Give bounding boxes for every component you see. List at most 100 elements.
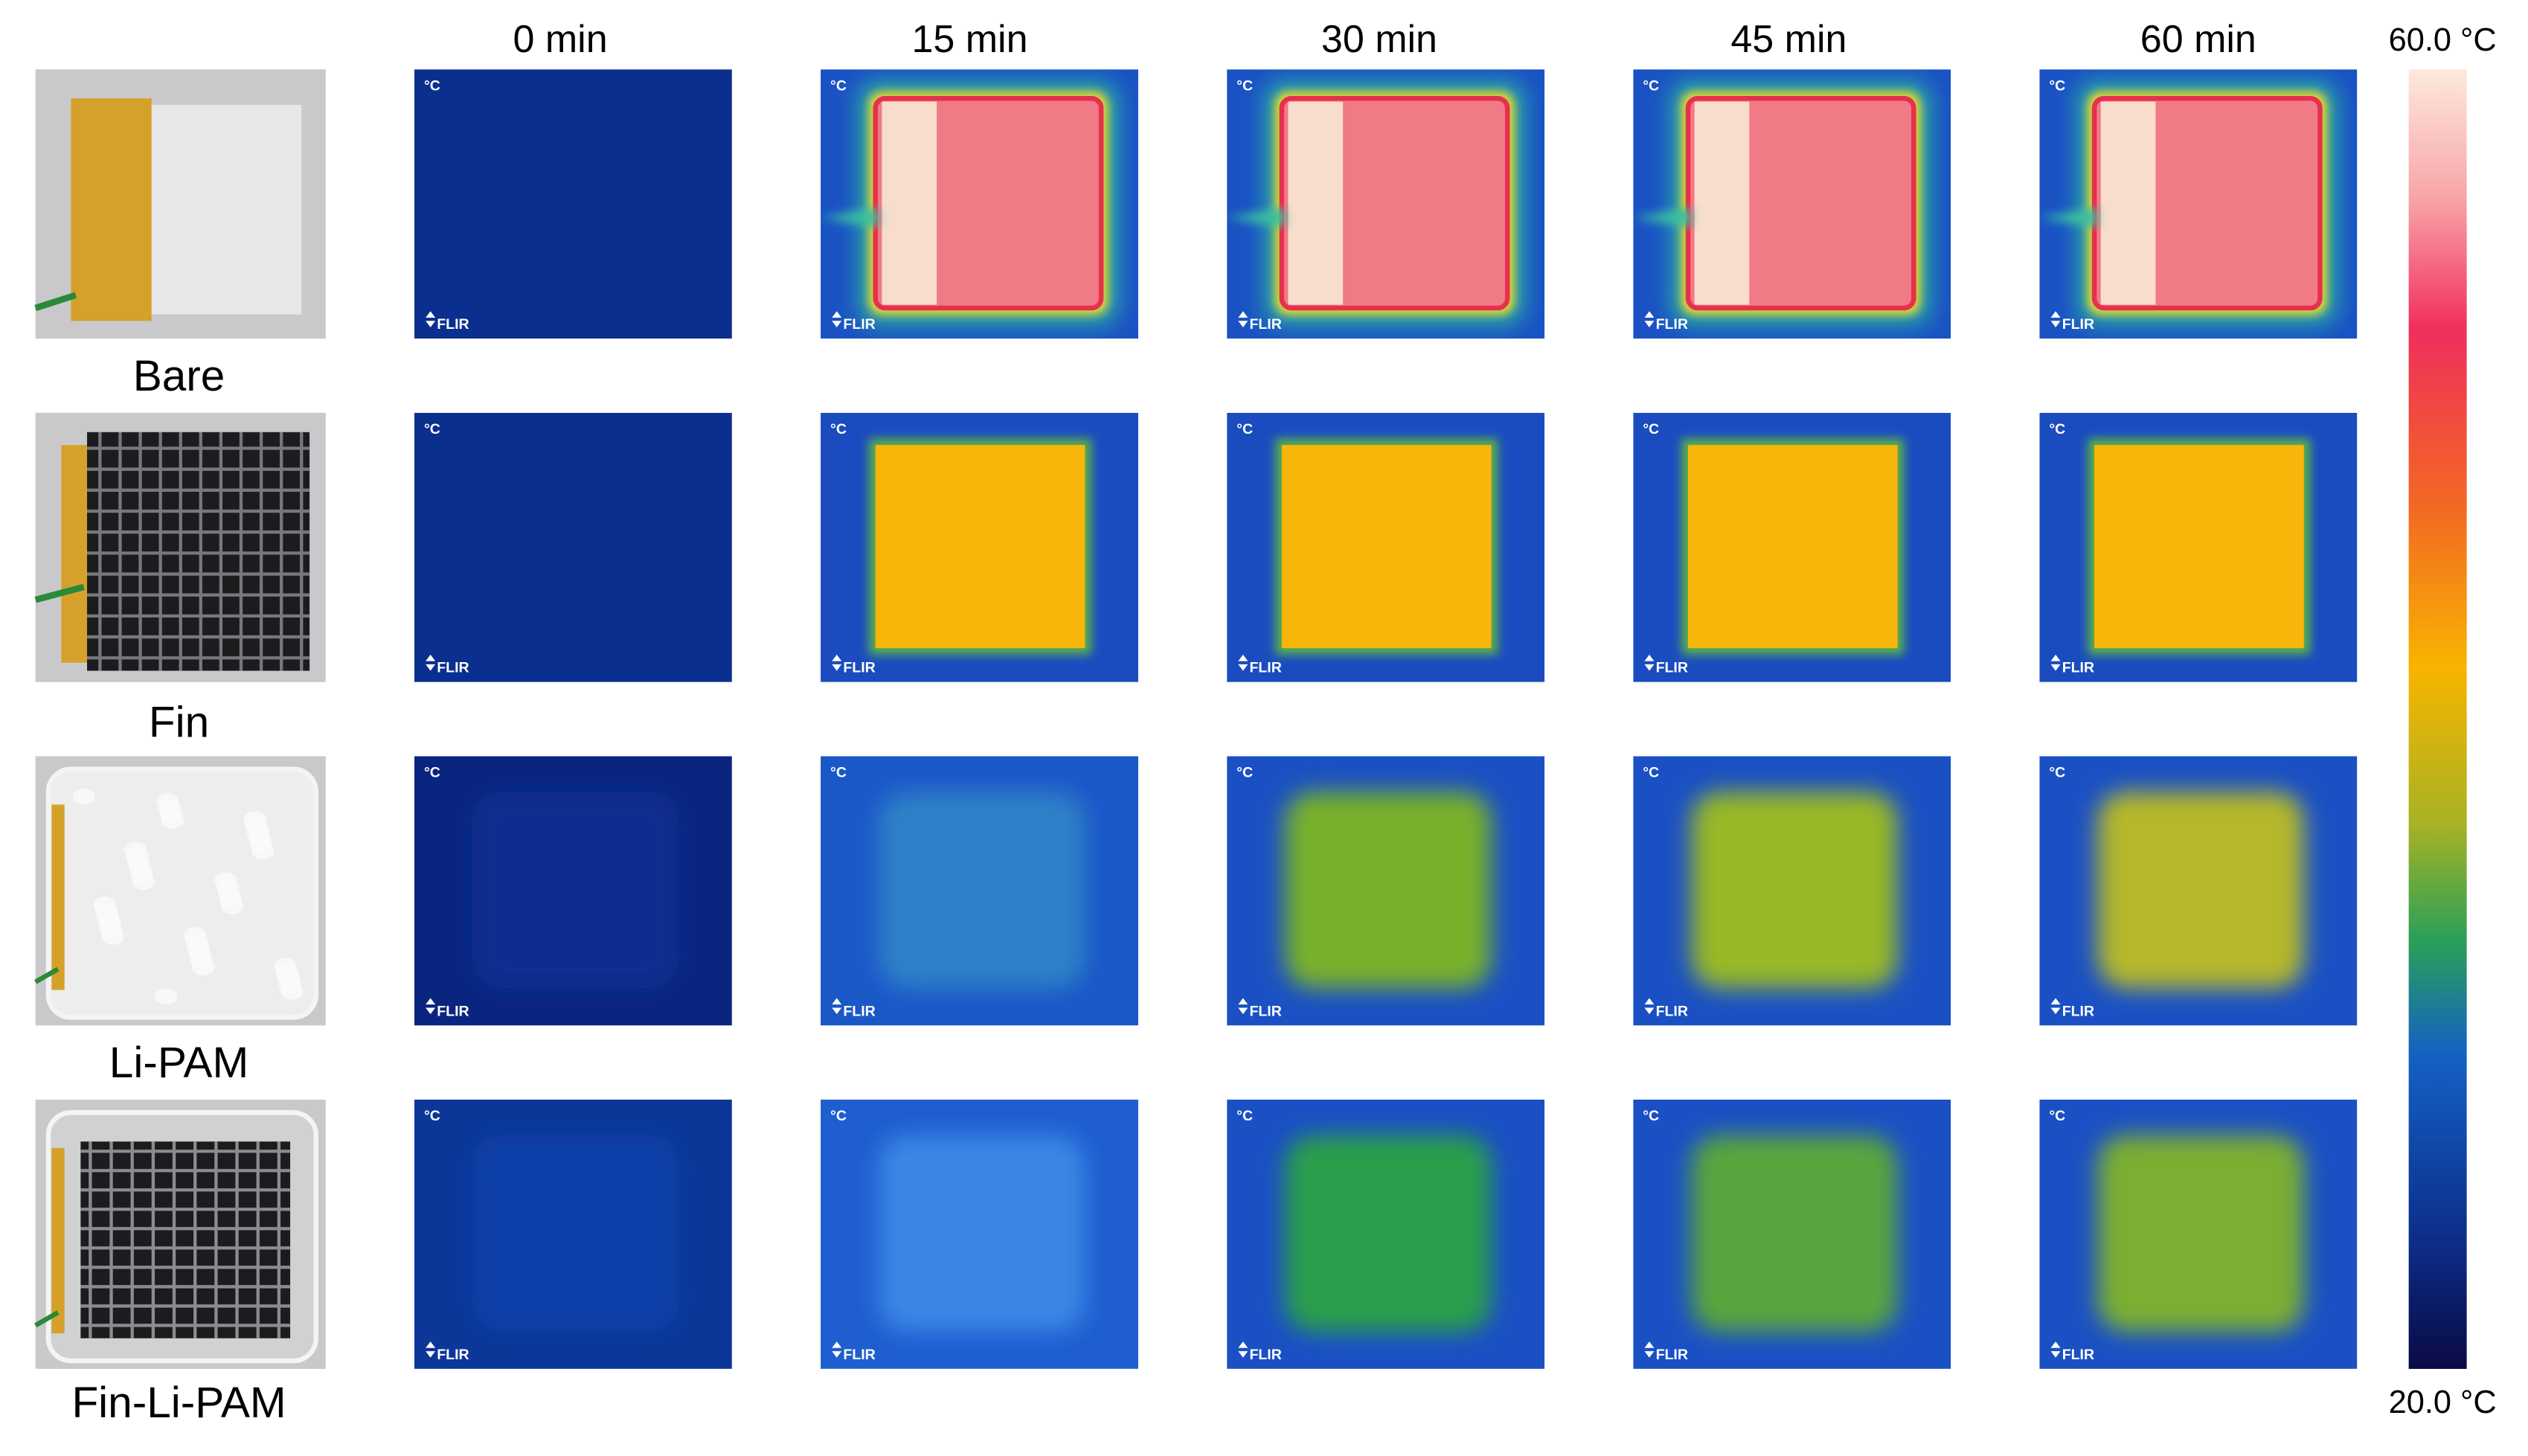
warm-area [472, 1135, 679, 1332]
brand-overlay: FLIR [843, 660, 875, 676]
unit-overlay: °C [2049, 1108, 2065, 1124]
tab [51, 1148, 65, 1334]
tab [51, 804, 65, 990]
colorbar-max-label: 60.0 °C [2389, 22, 2497, 58]
flir-icon [2050, 654, 2061, 671]
column-header: 15 min [911, 18, 1027, 61]
hot-area [1687, 445, 1898, 649]
hot-area [875, 445, 1085, 649]
thermal-image: °C FLIR [1227, 69, 1545, 339]
bubble [93, 896, 117, 913]
brand-overlay: FLIR [437, 316, 469, 333]
unit-overlay: °C [1643, 1108, 1659, 1124]
row-label: Fin-Li-PAM [71, 1379, 286, 1427]
brand-overlay: FLIR [843, 1347, 875, 1363]
thermal-image: °C FLIR [1227, 756, 1545, 1026]
tab-area [882, 101, 937, 305]
sample-photo [34, 69, 326, 339]
thermal-bg [414, 412, 732, 682]
wire [34, 966, 60, 984]
unit-overlay: °C [2049, 421, 2065, 437]
column-header: 60 min [2140, 18, 2256, 61]
brand-overlay: FLIR [437, 1003, 469, 1019]
flir-icon [1238, 1341, 1248, 1358]
bubble [274, 958, 297, 974]
brand-overlay: FLIR [2062, 660, 2094, 676]
row-label: Li-PAM [109, 1039, 248, 1087]
thermal-image: °C FLIR [2039, 756, 2358, 1026]
brand-overlay: FLIR [1249, 660, 1281, 676]
thermal-image: °C FLIR [821, 1100, 1138, 1369]
unit-overlay: °C [2049, 765, 2065, 781]
brand-overlay: FLIR [437, 660, 469, 676]
wire-heat [1227, 208, 1286, 228]
brand-overlay: FLIR [1249, 1003, 1281, 1019]
bubble [243, 811, 266, 827]
thermal-image: °C FLIR [2039, 412, 2358, 682]
tab-area [1288, 101, 1344, 305]
colorbar-min-label: 20.0 °C [2389, 1385, 2497, 1420]
bubble [155, 988, 178, 1005]
unit-overlay: °C [830, 77, 847, 94]
brand-overlay: FLIR [843, 1003, 875, 1019]
pouch [45, 766, 319, 1020]
warm-area [1691, 1135, 1898, 1332]
warm-area [472, 792, 679, 989]
bubble [214, 872, 237, 889]
unit-overlay: °C [830, 765, 847, 781]
bubble [184, 927, 207, 943]
warm-area [1285, 1135, 1492, 1332]
thermal-image: °C FLIR [414, 1100, 732, 1369]
flir-icon [1644, 311, 1655, 327]
unit-overlay: °C [830, 421, 847, 437]
flir-icon [2050, 311, 2061, 327]
wire [34, 583, 85, 603]
sample-photo [34, 756, 326, 1026]
unit-overlay: °C [1236, 421, 1253, 437]
row-label: Fin [149, 699, 209, 747]
hot-area [2094, 445, 2304, 649]
unit-overlay: °C [424, 421, 440, 437]
flir-icon [1644, 654, 1655, 671]
column-header: 45 min [1730, 18, 1847, 61]
wire [34, 292, 77, 312]
thermal-image: °C FLIR [821, 69, 1138, 339]
wire-heat [2039, 208, 2098, 228]
sample-photo [34, 1100, 326, 1369]
unit-overlay: °C [1643, 421, 1659, 437]
flir-icon [2050, 998, 2061, 1015]
warm-area [879, 1135, 1085, 1332]
warm-area [2097, 1135, 2304, 1332]
column-header: 0 min [513, 18, 607, 61]
tab-area [1694, 101, 1750, 305]
brand-overlay: FLIR [2062, 1347, 2094, 1363]
thermal-image: °C FLIR [1633, 756, 1951, 1026]
flir-icon [832, 998, 842, 1015]
tab-area [2100, 101, 2156, 305]
flir-icon [1238, 311, 1248, 327]
thermal-image: °C FLIR [1633, 1100, 1951, 1369]
thermal-image: °C FLIR [821, 412, 1138, 682]
flir-icon [1644, 998, 1655, 1015]
fin [87, 432, 310, 671]
brand-overlay: FLIR [1656, 316, 1688, 333]
unit-overlay: °C [1236, 1108, 1253, 1124]
unit-overlay: °C [424, 77, 440, 94]
warm-area [2097, 792, 2304, 989]
bubble [72, 788, 95, 805]
flir-icon [2050, 1341, 2061, 1358]
bubble [123, 841, 147, 858]
wire [34, 1310, 60, 1328]
unit-overlay: °C [1643, 765, 1659, 781]
thermal-image: °C FLIR [414, 69, 732, 339]
thermal-bg [414, 69, 732, 339]
sample-photo [34, 412, 326, 682]
thermal-image: °C FLIR [414, 412, 732, 682]
column-header: 30 min [1321, 18, 1437, 61]
unit-overlay: °C [2049, 77, 2065, 94]
thermal-image: °C FLIR [1633, 69, 1951, 339]
brand-overlay: FLIR [843, 316, 875, 333]
brand-overlay: FLIR [1249, 1347, 1281, 1363]
flir-icon [832, 1341, 842, 1358]
bubble [156, 793, 179, 809]
